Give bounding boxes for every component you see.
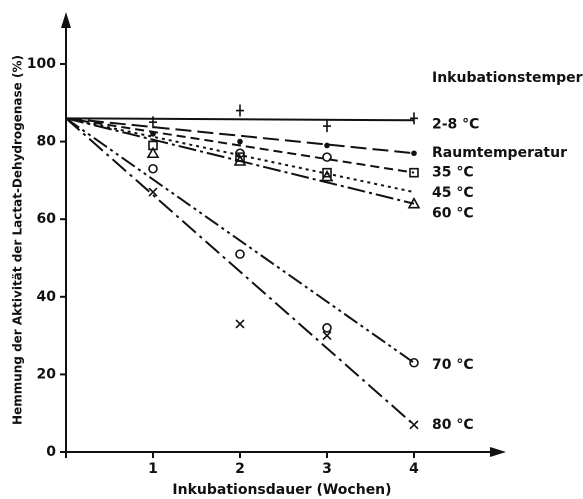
x-tick-label: 1 [148, 461, 158, 477]
legend-label: Raumtemperatur [432, 145, 567, 161]
fit-line [65, 117, 415, 122]
x-axis-label: Inkubationsdauer (Wochen) [172, 482, 391, 498]
y-axis-label: Hemmung der Aktivität der Lactat-Dehydro… [11, 55, 25, 425]
fit-line [65, 117, 415, 205]
marker [407, 197, 421, 209]
marker [410, 112, 418, 125]
legend-label: 2-8 °C [432, 116, 479, 132]
marker [235, 249, 245, 259]
marker [322, 152, 332, 162]
marker [411, 150, 417, 157]
marker [409, 420, 419, 430]
y-axis-arrow [61, 12, 71, 28]
fit-line [65, 117, 415, 426]
y-tick-label: 20 [37, 366, 57, 382]
marker [149, 116, 157, 129]
x-axis-arrow [490, 447, 506, 457]
marker [322, 167, 332, 178]
marker [148, 187, 158, 197]
y-tick-label: 40 [37, 289, 57, 305]
y-tick-label: 100 [27, 56, 56, 72]
x-tick-label: 4 [409, 461, 419, 477]
marker [409, 357, 419, 368]
marker [236, 104, 244, 117]
y-tick-label: 80 [37, 134, 57, 150]
marker [322, 331, 332, 341]
marker [148, 140, 158, 151]
legend-label: 45 °C [432, 185, 474, 201]
marker [235, 319, 245, 329]
legend-label: 35 °C [432, 165, 474, 181]
legend-label: 60 °C [432, 206, 474, 222]
x-tick-label: 3 [322, 461, 332, 477]
marker [233, 154, 247, 166]
x-tick-label: 2 [235, 461, 245, 477]
marker [323, 120, 331, 133]
marker [322, 323, 332, 333]
marker [148, 163, 158, 174]
marker [146, 146, 160, 159]
y-tick-label: 0 [46, 444, 56, 460]
y-tick-label: 60 [37, 211, 57, 227]
fit-line [65, 117, 415, 174]
fit-line [65, 117, 415, 364]
legend-label: 70 °C [432, 357, 474, 373]
legend-label: 80 °C [432, 417, 474, 433]
marker [324, 142, 330, 149]
marker [237, 138, 243, 145]
annotation: Inkubationstemperatur [432, 70, 583, 86]
marker [320, 169, 334, 182]
marker [409, 167, 419, 178]
fit-line [65, 117, 415, 155]
